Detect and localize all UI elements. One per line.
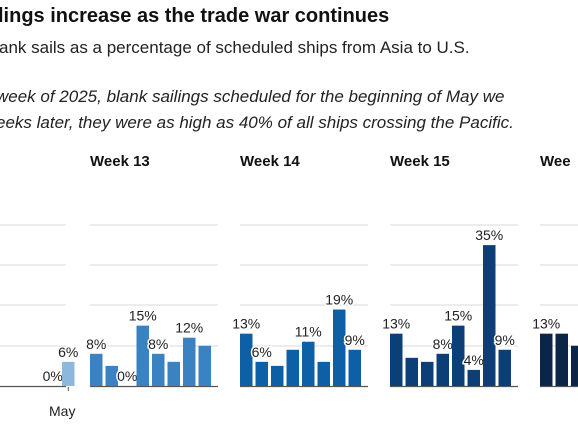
data-label: 8% [148,336,168,352]
bar [167,361,180,386]
data-label: 19% [325,292,353,308]
bar [198,345,211,386]
data-label: 13% [232,316,260,332]
bar [255,361,268,386]
bar [436,353,449,386]
chart-title: lings increase as the trade war continue… [0,5,390,27]
bar [483,245,496,386]
data-label: 35% [475,227,503,243]
bar [571,345,578,386]
bar [62,361,75,386]
chart-subtitle: ank sails as a percentage of scheduled s… [0,38,470,57]
panel-title: Week 14 [240,153,300,170]
data-label: 13% [532,316,560,332]
data-label: 6% [58,344,78,360]
data-label: 6% [252,344,272,360]
bar [498,349,511,386]
bar [333,309,346,386]
data-label: 8% [433,336,453,352]
x-axis-label: May [49,403,75,419]
bar [540,333,553,386]
data-label: 11% [295,324,322,340]
bar [183,337,196,386]
chart-note-line-2: eeks later, they were as high as 40% of … [0,113,514,132]
bar [348,349,361,386]
bar [452,325,465,386]
data-label: 12% [175,320,203,336]
bar [286,349,299,386]
chart-note: week of 2025, blank sailings scheduled f… [0,84,578,136]
data-label: 4% [464,352,484,368]
data-label: 9% [345,332,365,348]
bar [421,361,434,386]
data-label: 9% [495,332,515,348]
bar [467,369,480,386]
bar [105,365,118,386]
bar [90,353,103,386]
data-label: 8% [86,336,106,352]
data-label: 0% [117,368,137,384]
data-label: 15% [129,308,157,324]
bar [405,357,418,386]
data-label: 13% [382,316,410,332]
bar [302,341,315,386]
panel-title: Week 15 [390,153,450,170]
bar [152,353,165,386]
bar [240,333,253,386]
panel-title: Wee [540,153,571,170]
chart-note-line-1: week of 2025, blank sailings scheduled f… [0,87,505,106]
bar [271,365,284,386]
panel-title: Week 13 [90,153,150,170]
bar [136,325,149,386]
data-label: 0% [43,368,63,384]
bar [390,333,403,386]
bar [555,333,568,386]
bar [317,361,330,386]
data-label: 15% [444,308,472,324]
